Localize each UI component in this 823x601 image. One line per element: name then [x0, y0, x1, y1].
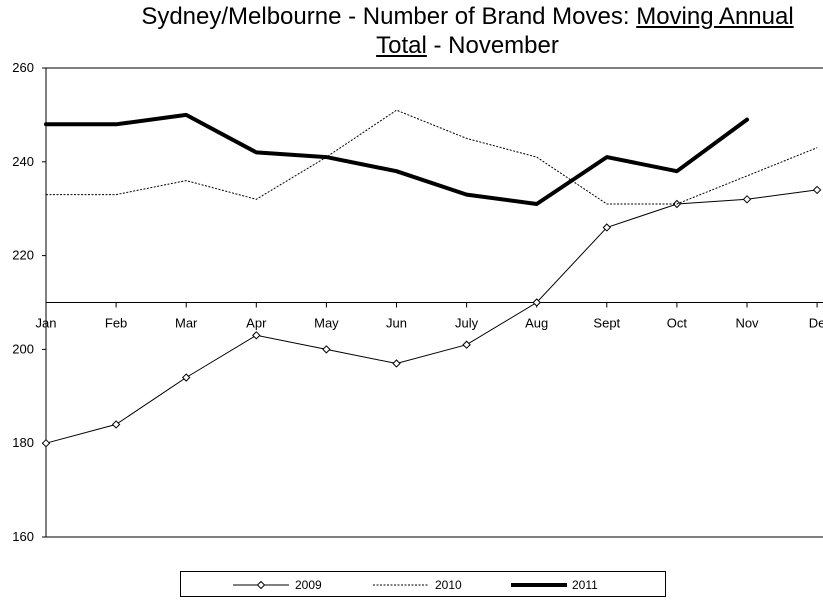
- legend-swatches: [233, 580, 567, 590]
- point-2009: [252, 331, 261, 340]
- y-tick-label: 240: [12, 154, 34, 169]
- point-2009: [181, 373, 191, 382]
- chart-title-prefix: Sydney/Melbourne - Number of Brand Moves…: [141, 3, 637, 30]
- legend-label-2010: 2010: [435, 578, 462, 592]
- legend-label-2011: 2011: [572, 578, 598, 592]
- y-tick-label: 200: [12, 341, 34, 356]
- point-2009: [602, 223, 612, 232]
- x-tick-label: Jun: [386, 316, 407, 331]
- y-tick-label: 260: [12, 60, 34, 75]
- x-tick-label: De: [809, 316, 823, 331]
- x-tick-label: Nov: [735, 316, 759, 331]
- chart-title: Sydney/Melbourne - Number of Brand Moves…: [0, 2, 823, 60]
- x-tick-label: Apr: [246, 316, 267, 331]
- series-line-2009: [45, 189, 818, 444]
- x-tick-label: Mar: [175, 316, 198, 331]
- y-tick-label: 160: [12, 529, 34, 544]
- point-2009: [392, 359, 401, 368]
- legend: 2009 2010 2011: [180, 571, 666, 597]
- x-tick-label: Aug: [525, 316, 548, 331]
- point-2009: [41, 438, 51, 448]
- x-tick-label: July: [455, 316, 479, 331]
- y-tick-label: 180: [12, 435, 34, 450]
- chart-title-suffix: - November: [426, 32, 559, 59]
- point-2009: [532, 298, 541, 307]
- y-tick-label: 220: [12, 248, 34, 263]
- x-tick-label: Feb: [105, 316, 127, 331]
- x-tick-label: Jan: [36, 316, 57, 331]
- legend-marker-2009: [256, 580, 266, 590]
- chart-title-underlined-1: Moving Annual: [636, 3, 794, 30]
- chart-title-underlined-2: Total: [376, 32, 427, 59]
- point-2009: [462, 340, 471, 349]
- line-chart: 160 180 200 220 240 260 Jan Feb Mar Apr May Jun July…: [12, 60, 823, 544]
- x-tick-label: May: [314, 316, 339, 331]
- legend-label-2009: 2009: [295, 578, 322, 592]
- series-line-2010: [46, 109, 818, 205]
- point-2009: [812, 185, 822, 195]
- point-2009: [322, 345, 331, 354]
- point-2009: [742, 195, 752, 204]
- series-line-2011: [44, 112, 749, 206]
- x-tick-label: Sept: [593, 316, 620, 331]
- x-tick-label: Oct: [667, 316, 688, 331]
- point-2009: [111, 420, 121, 429]
